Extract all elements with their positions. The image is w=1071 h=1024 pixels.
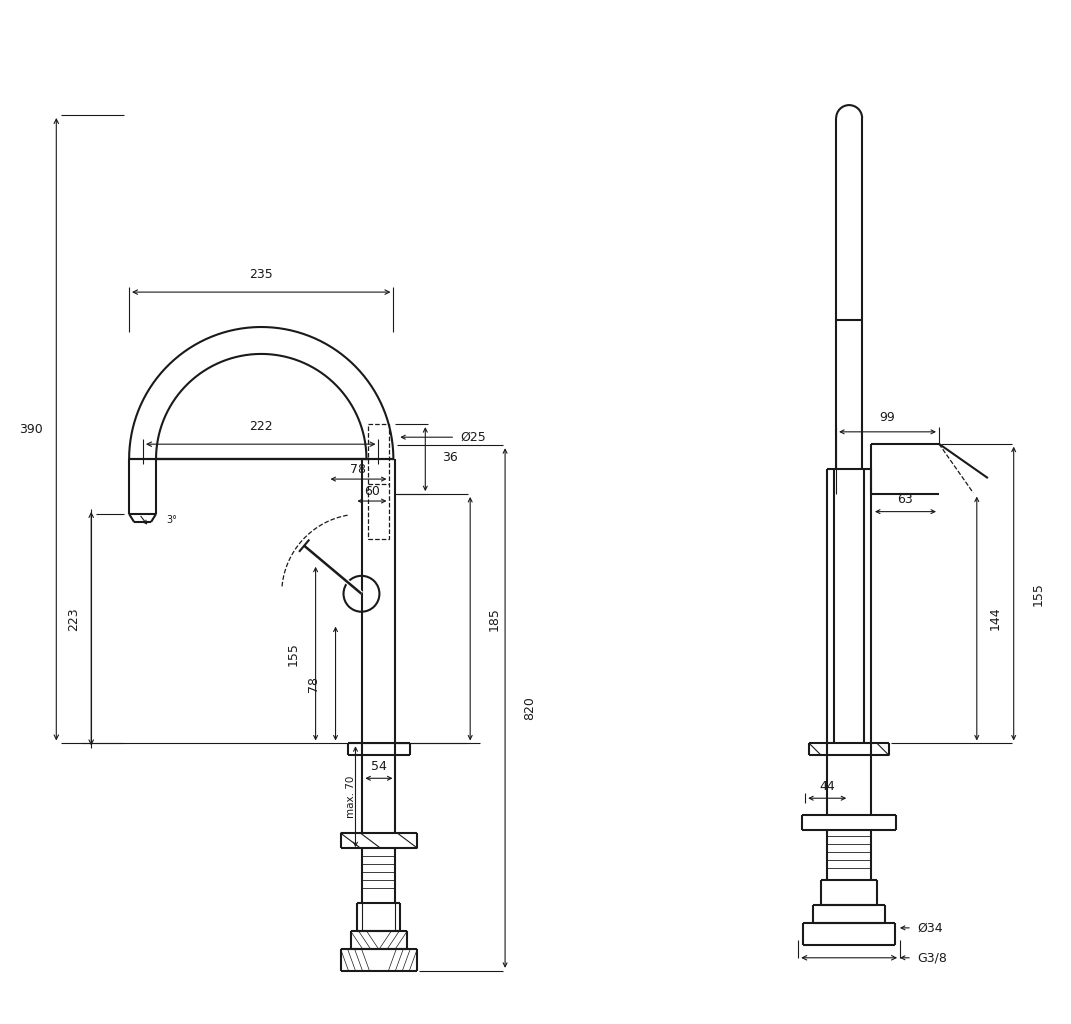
Text: 223: 223	[66, 607, 79, 631]
Text: 390: 390	[19, 423, 43, 436]
Text: 3°: 3°	[166, 515, 177, 525]
Text: 222: 222	[248, 420, 272, 433]
Text: 820: 820	[523, 696, 536, 720]
Text: 155: 155	[1031, 582, 1044, 605]
Text: 185: 185	[488, 607, 501, 631]
Bar	[368, 424, 390, 539]
Text: 78: 78	[350, 463, 366, 475]
Text: G3/8: G3/8	[917, 951, 947, 965]
Text: 60: 60	[364, 484, 380, 498]
Text: max. 70: max. 70	[346, 775, 356, 818]
Text: 235: 235	[250, 267, 273, 281]
Text: 99: 99	[879, 412, 895, 424]
Text: Ø25: Ø25	[461, 431, 486, 443]
Text: 144: 144	[989, 606, 1001, 631]
Text: 63: 63	[897, 494, 912, 506]
Text: 155: 155	[287, 642, 300, 666]
Text: 78: 78	[307, 676, 320, 691]
Text: 44: 44	[819, 779, 835, 793]
Text: Ø34: Ø34	[917, 922, 942, 934]
Text: 36: 36	[442, 451, 458, 464]
Text: 54: 54	[371, 760, 387, 773]
